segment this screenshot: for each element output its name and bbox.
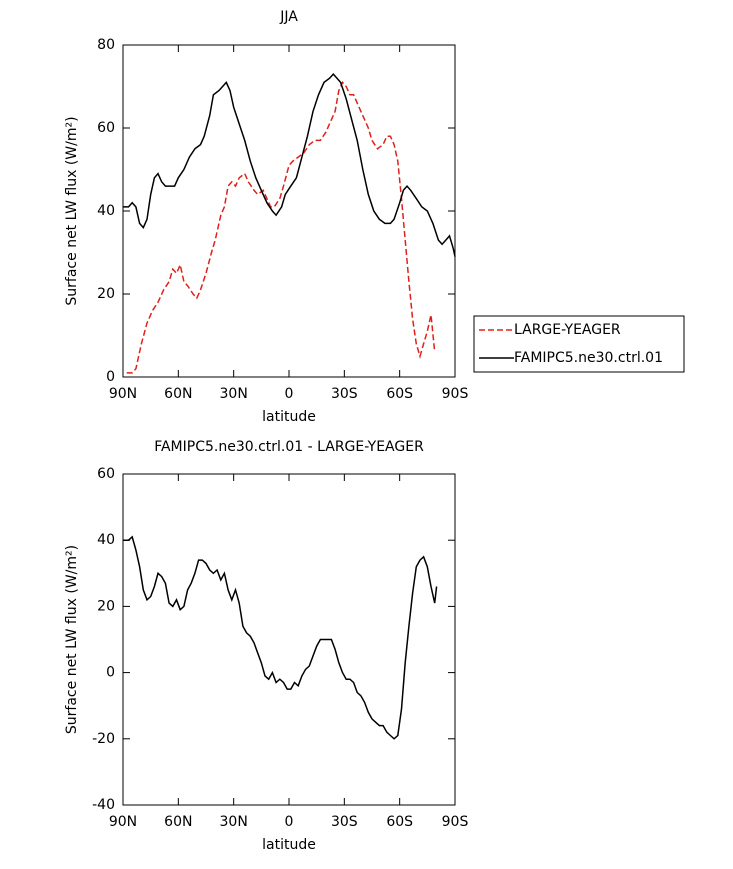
data-line [126, 81, 436, 374]
y-tick-label: 40 [97, 532, 115, 548]
x-axis-label: latitude [262, 409, 316, 425]
x-axis-label: latitude [262, 837, 316, 853]
legend-label: FAMIPC5.ne30.ctrl.01 [514, 350, 663, 366]
data-line [123, 535, 438, 740]
x-tick-label: 90N [109, 386, 137, 402]
plot: FAMIPC5.ne30.ctrl.01 - LARGE-YEAGER 90N 60… [64, 439, 468, 853]
y-tick-label: 20 [97, 286, 115, 302]
x-tick-label: 60S [386, 814, 413, 830]
plot-frame [122, 44, 456, 378]
x-tick-label: 60N [164, 814, 192, 830]
y-tick-label: 40 [97, 203, 115, 219]
y-axis-label: Surface net LW flux (W/m²) [64, 116, 80, 305]
legend: LARGE-YEAGER FAMIPC5.ne30.ctrl.01 [473, 315, 685, 373]
y-tick-label: -40 [92, 797, 115, 813]
x-tick-label: 90S [442, 386, 469, 402]
chart-title: FAMIPC5.ne30.ctrl.01 - LARGE-YEAGER [154, 439, 424, 455]
plot-frame [122, 473, 456, 806]
plot: JJA 90N 60N 30N 0 30S 60S 90S 0 20 40 60 80 latitude S… [64, 9, 685, 425]
chart-title: JJA [279, 9, 298, 25]
legend-frame [473, 315, 685, 373]
legend-label: LARGE-YEAGER [514, 322, 621, 338]
data-line [123, 72, 456, 257]
x-tick-label: 0 [285, 386, 294, 402]
y-tick-label: 60 [97, 120, 115, 136]
x-tick-label: 30N [220, 386, 248, 402]
y-tick-label: 0 [106, 369, 115, 385]
x-tick-label: 90N [109, 814, 137, 830]
y-tick-label: 80 [97, 37, 115, 53]
y-tick-label: 0 [106, 665, 115, 681]
x-tick-label: 30S [331, 814, 358, 830]
y-tick-label: -20 [92, 731, 115, 747]
y-axis-label: Surface net LW flux (W/m²) [64, 545, 80, 734]
x-tick-label: 30S [331, 386, 358, 402]
x-tick-label: 30N [220, 814, 248, 830]
x-tick-label: 0 [285, 814, 294, 830]
x-tick-label: 90S [442, 814, 469, 830]
y-tick-label: 60 [97, 466, 115, 482]
x-tick-label: 60N [164, 386, 192, 402]
x-tick-label: 60S [386, 386, 413, 402]
y-tick-label: 20 [97, 598, 115, 614]
